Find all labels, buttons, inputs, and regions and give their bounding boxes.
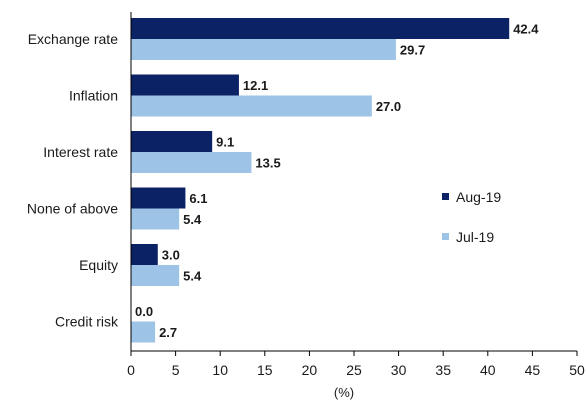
bar-jul-19-equity	[131, 265, 180, 286]
category-label-exchange-rate: Exchange rate	[28, 31, 118, 47]
bar-jul-19-exchange-rate	[131, 39, 396, 60]
value-label-aug-19-exchange-rate: 42.4	[513, 22, 539, 37]
category-labels-group: Exchange rate Inflation Interest rate None …	[27, 31, 119, 330]
x-tick-label-30: 30	[391, 362, 407, 378]
x-tick-label-20: 20	[302, 362, 318, 378]
legend-swatch-aug-19	[442, 193, 449, 200]
bar-jul-19-interest-rate	[131, 152, 252, 173]
bar-aug-19-interest-rate	[131, 131, 213, 152]
x-tick-label-10: 10	[212, 362, 228, 378]
bar-aug-19-equity	[131, 244, 158, 265]
legend: Aug-19 Jul-19	[442, 189, 501, 245]
x-tick-label-45: 45	[525, 362, 541, 378]
value-label-aug-19-credit-risk: 0.0	[135, 304, 153, 319]
x-tick-label-0: 0	[127, 362, 135, 378]
value-label-jul-19-inflation: 27.0	[376, 99, 401, 114]
category-label-credit-risk: Credit risk	[55, 314, 119, 330]
x-axis-title: (%)	[334, 385, 354, 400]
bar-aug-19-none-of-above	[131, 187, 186, 209]
value-label-jul-19-none-of-above: 5.4	[183, 212, 202, 227]
category-label-interest-rate: Interest rate	[43, 144, 118, 160]
value-label-jul-19-interest-rate: 13.5	[255, 156, 280, 171]
legend-label-aug-19: Aug-19	[456, 189, 501, 205]
value-label-aug-19-inflation: 12.1	[243, 78, 268, 93]
value-label-jul-19-exchange-rate: 29.7	[400, 43, 425, 58]
x-ticks-group: 0 5 10 15 20 25 30 35 40 45 50	[127, 351, 585, 378]
value-label-aug-19-equity: 3.0	[162, 248, 180, 263]
value-label-jul-19-equity: 5.4	[183, 269, 202, 284]
category-label-none-of-above: None of above	[27, 201, 118, 217]
bar-jul-19-inflation	[131, 95, 372, 117]
value-label-jul-19-credit-risk: 2.7	[159, 325, 177, 340]
legend-label-jul-19: Jul-19	[456, 229, 494, 245]
value-label-aug-19-none-of-above: 6.1	[189, 191, 207, 206]
value-label-aug-19-interest-rate: 9.1	[216, 135, 234, 150]
x-tick-label-40: 40	[480, 362, 496, 378]
bars-group	[131, 18, 510, 343]
bar-jul-19-none-of-above	[131, 208, 180, 230]
legend-swatch-jul-19	[442, 233, 449, 240]
category-label-equity: Equity	[79, 257, 118, 273]
x-tick-label-15: 15	[257, 362, 273, 378]
category-label-inflation: Inflation	[69, 88, 118, 104]
x-tick-label-35: 35	[435, 362, 451, 378]
x-tick-label-25: 25	[346, 362, 362, 378]
value-labels-group: 42.429.712.127.09.113.56.15.43.05.40.02.…	[135, 22, 539, 341]
bar-aug-19-inflation	[131, 74, 239, 96]
x-tick-label-5: 5	[172, 362, 180, 378]
x-tick-label-50: 50	[569, 362, 585, 378]
bar-aug-19-exchange-rate	[131, 18, 510, 39]
bar-jul-19-credit-risk	[131, 321, 156, 343]
